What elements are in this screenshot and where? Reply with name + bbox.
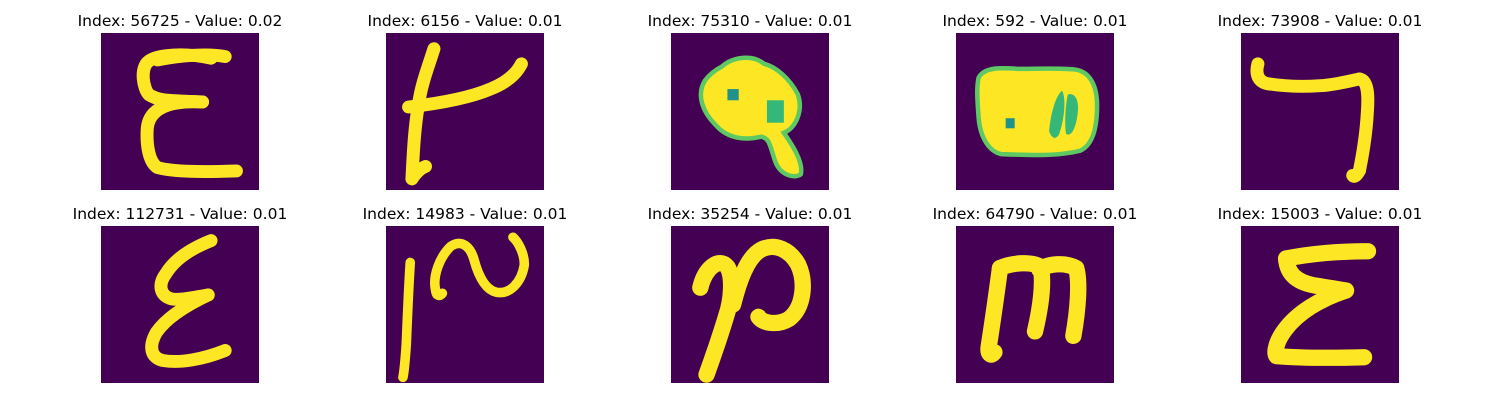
panel-image <box>386 226 544 383</box>
panel-image <box>1241 226 1399 383</box>
panel-image <box>671 226 829 383</box>
panel-3: Index: 75310 - Value: 0.01 <box>635 11 865 191</box>
panel-title: Index: 15003 - Value: 0.01 <box>1217 205 1423 223</box>
panel-image <box>671 33 829 190</box>
panel-title: Index: 64790 - Value: 0.01 <box>932 205 1138 223</box>
panel-image <box>956 33 1114 190</box>
panel-title: Index: 112731 - Value: 0.01 <box>72 205 288 223</box>
panel-7: Index: 14983 - Value: 0.01 <box>350 204 580 384</box>
panel-image <box>386 33 544 190</box>
panel-6: Index: 112731 - Value: 0.01 <box>65 204 295 384</box>
panel-title: Index: 75310 - Value: 0.01 <box>647 12 853 30</box>
panel-title: Index: 56725 - Value: 0.02 <box>77 12 283 30</box>
panel-4: Index: 592 - Value: 0.01 <box>920 11 1150 191</box>
panel-title: Index: 6156 - Value: 0.01 <box>367 12 563 30</box>
panel-8: Index: 35254 - Value: 0.01 <box>635 204 865 384</box>
panel-title: Index: 73908 - Value: 0.01 <box>1217 12 1423 30</box>
panel-title: Index: 592 - Value: 0.01 <box>942 12 1128 30</box>
panel-image <box>956 226 1114 383</box>
panel-2: Index: 6156 - Value: 0.01 <box>350 11 580 191</box>
panel-image <box>1241 33 1399 190</box>
panel-title: Index: 14983 - Value: 0.01 <box>362 205 568 223</box>
panel-5: Index: 73908 - Value: 0.01 <box>1205 11 1435 191</box>
panel-1: Index: 56725 - Value: 0.02 <box>65 11 295 191</box>
panel-image <box>101 226 259 383</box>
panel-9: Index: 64790 - Value: 0.01 <box>920 204 1150 384</box>
panel-10: Index: 15003 - Value: 0.01 <box>1205 204 1435 384</box>
panel-image <box>101 33 259 190</box>
panel-title: Index: 35254 - Value: 0.01 <box>647 205 853 223</box>
